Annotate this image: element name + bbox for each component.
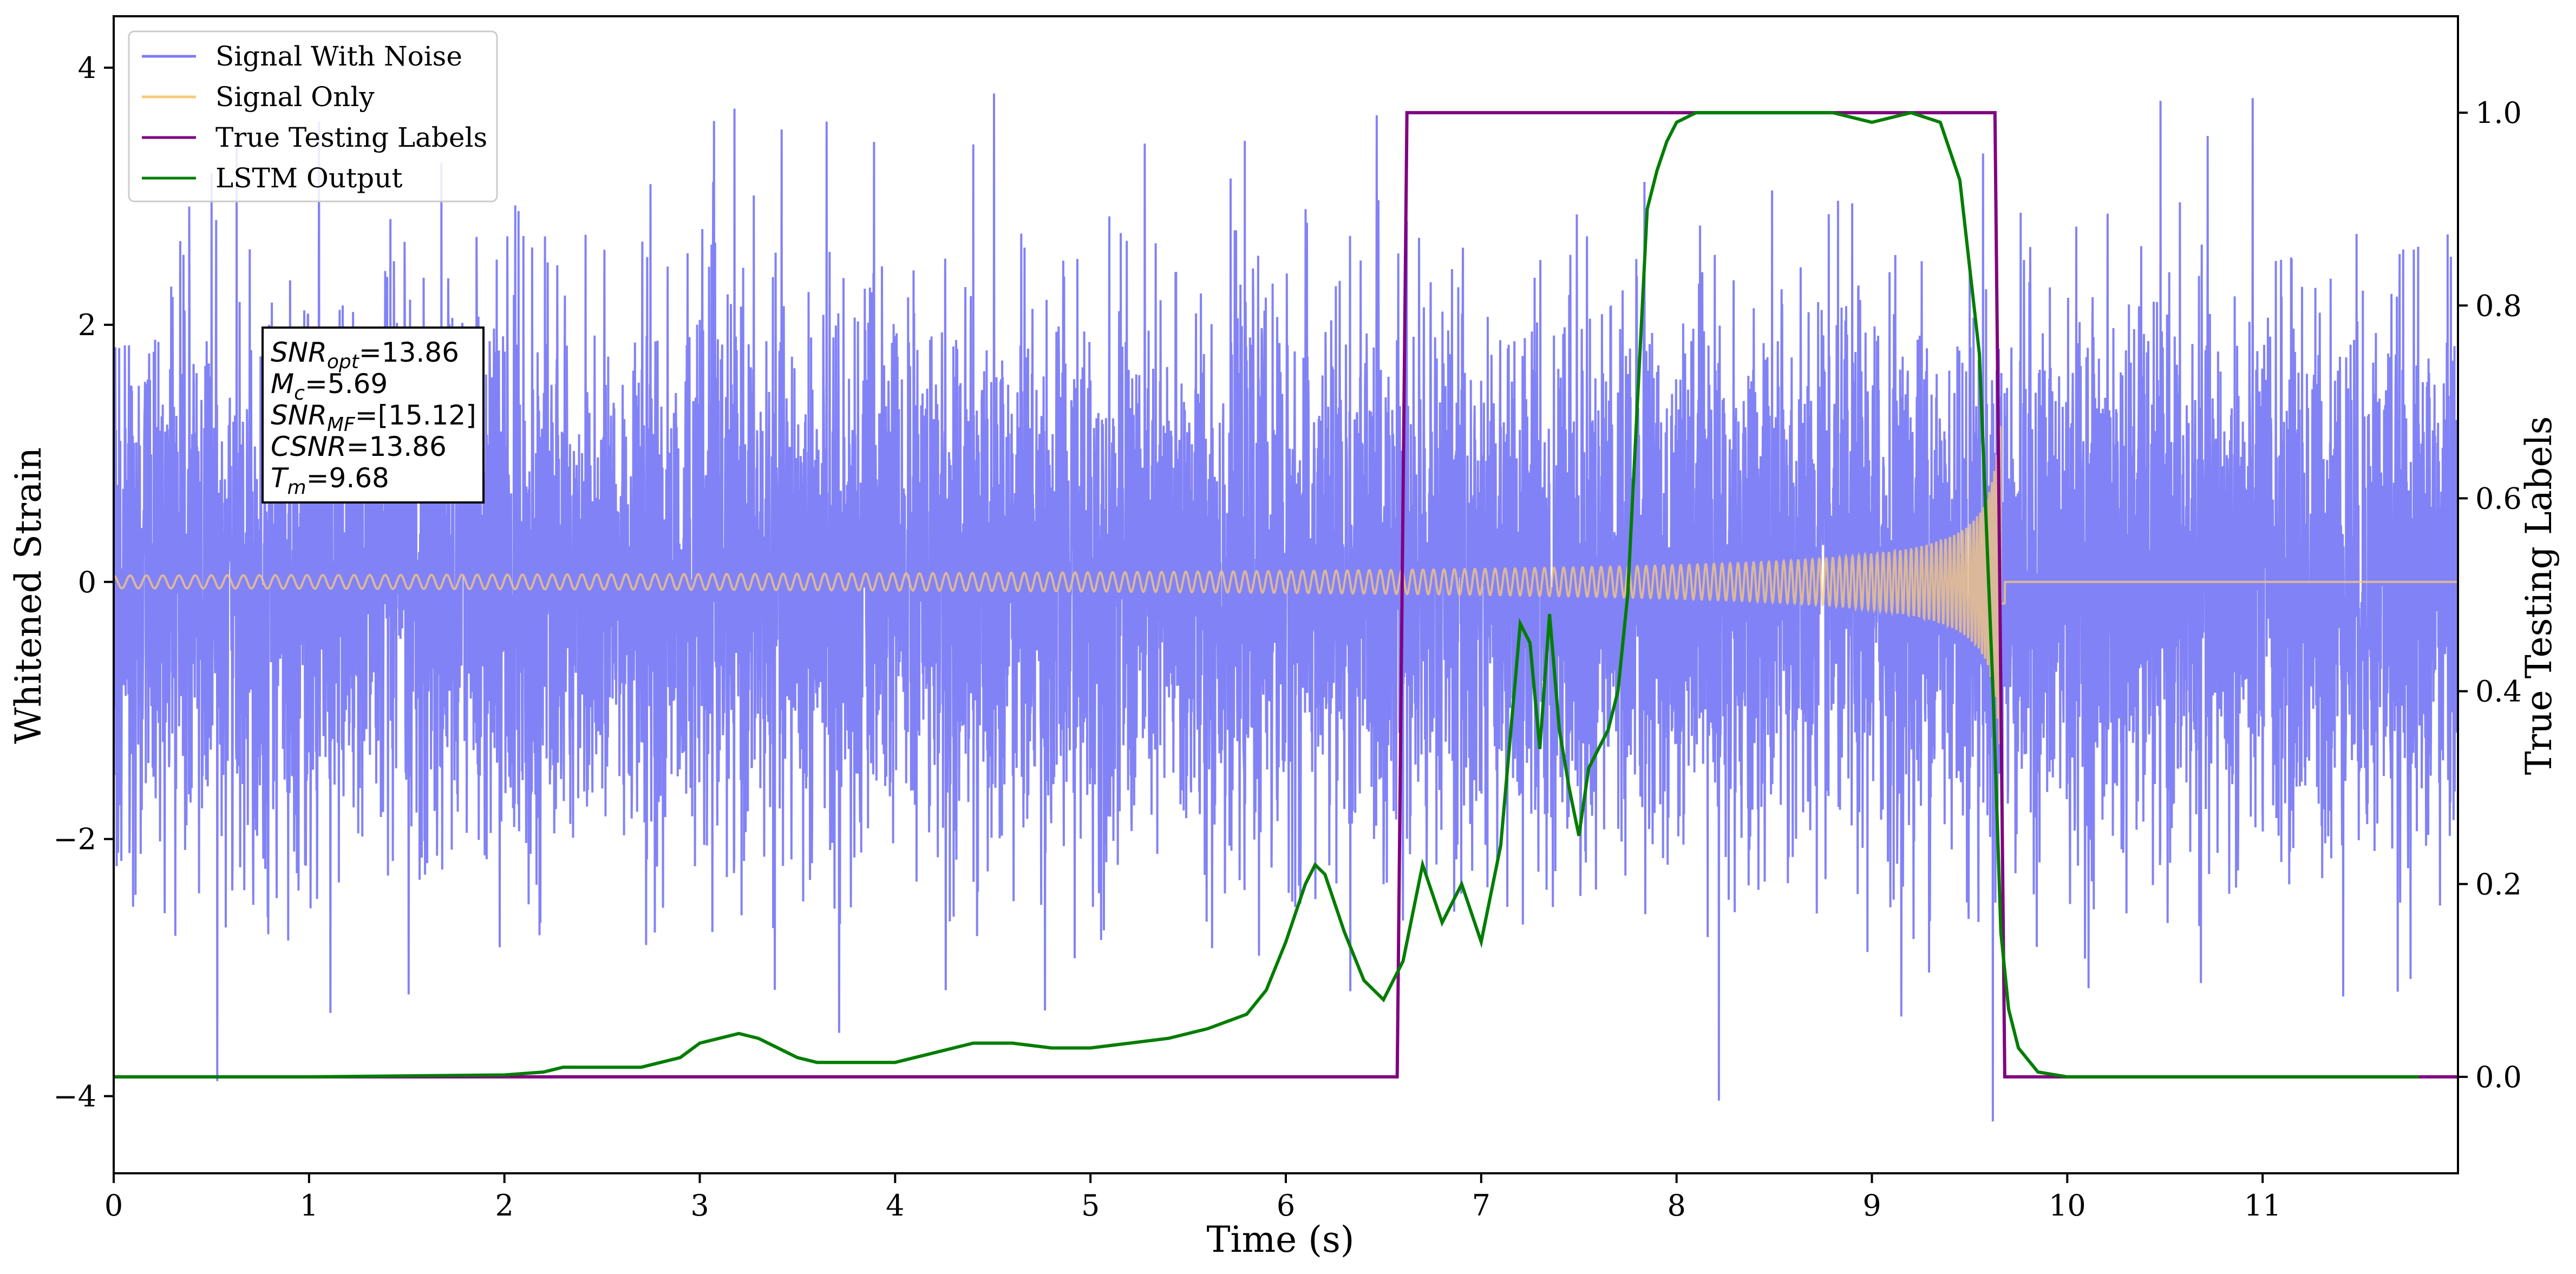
- x-tick-label: 1: [300, 1188, 318, 1223]
- annotation-frame: [261, 326, 485, 504]
- y2-tick-label: 0.4: [2475, 675, 2522, 709]
- series-lstm-output: [114, 110, 2419, 1079]
- legend-label-signal-with-noise: Signal With Noise: [215, 41, 462, 72]
- x-axis-title: Time (s): [1206, 1219, 1354, 1260]
- x-tick-label: 5: [1081, 1188, 1100, 1223]
- legend-box: [128, 30, 498, 202]
- axes-layer: 0 1 2 3 4 5 6 7 8 9 10 11 −4 −2 0 2 4 0.0 0.2 0.4 0.6 0.8 1.0: [53, 51, 2522, 1223]
- x-tick-label: 11: [2244, 1188, 2281, 1223]
- series-layer: [114, 93, 2458, 1122]
- y-tick-label: −2: [53, 822, 96, 857]
- x-tick-label: 9: [1862, 1188, 1881, 1223]
- y2-tick-label: 1.0: [2475, 96, 2522, 130]
- x-tick-label: 8: [1667, 1188, 1685, 1223]
- x-tick-label: 2: [495, 1188, 513, 1223]
- x-tick-label: 0: [104, 1188, 123, 1223]
- y-tick-label: 0: [78, 565, 96, 599]
- x-tick-label: 4: [886, 1188, 904, 1223]
- legend-label-true-testing-labels: True Testing Labels: [215, 122, 487, 153]
- annotation-line: CSNR=13.86: [271, 431, 447, 462]
- legend: Signal With Noise Signal Only True Testi…: [128, 30, 498, 202]
- y-tick-label: −4: [53, 1080, 96, 1114]
- y2-tick-label: 0.2: [2475, 867, 2522, 901]
- annotation-line: SNRMF=[15.12]: [271, 400, 476, 436]
- annotation-line: Mc=5.69: [271, 368, 388, 404]
- x-tick-label: 10: [2049, 1188, 2086, 1223]
- series-signal-with-noise: [114, 93, 2458, 1122]
- y2-axis-title: True Testing Labels: [2518, 416, 2560, 775]
- y2-tick-label: 0.6: [2475, 481, 2522, 515]
- annotation-box: SNRopt=13.86Mc=5.69SNRMF=[15.12]CSNR=13.…: [261, 326, 485, 504]
- x-tick-label: 7: [1472, 1188, 1490, 1223]
- y2-tick-label: 0.0: [2475, 1060, 2522, 1094]
- y-tick-label: 4: [78, 51, 96, 85]
- series-signal-only: [114, 426, 2458, 744]
- y-axis-title: Whitened Strain: [8, 447, 49, 744]
- legend-label-lstm-output: LSTM Output: [215, 162, 402, 194]
- legend-label-signal-only: Signal Only: [215, 81, 375, 113]
- annotation-line: SNRopt=13.86: [271, 337, 459, 373]
- x-tick-label: 6: [1277, 1188, 1295, 1223]
- annotation-line: Tm=9.68: [271, 462, 389, 499]
- y-tick-label: 2: [78, 308, 96, 342]
- x-tick-label: 3: [690, 1188, 709, 1223]
- y2-tick-label: 0.8: [2475, 289, 2522, 323]
